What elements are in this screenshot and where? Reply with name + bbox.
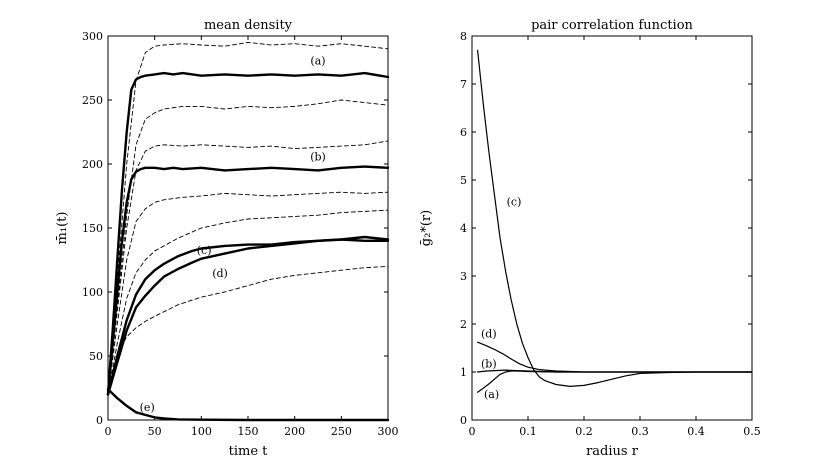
series-line-a-upper-band xyxy=(107,41,389,395)
y-tick-label: 100 xyxy=(82,286,103,299)
series-line-c xyxy=(477,49,753,387)
series-line-e xyxy=(106,388,390,422)
series-line-a xyxy=(477,370,753,393)
mean-density-chart: 0 50 100 150 200 250 300 0 50 100 150 200 250 300 mean… xyxy=(55,18,399,459)
y-tick-label: 5 xyxy=(460,174,467,187)
x-tick-label: 0.3 xyxy=(631,425,649,438)
series-line-b-lower-band xyxy=(107,191,389,395)
x-tick-label: 0.1 xyxy=(519,425,537,438)
pair-correlation-chart: 0 0.1 0.2 0.3 0.4 0.5 0 1 2 3 4 5 6 7 8 pair correlatio… xyxy=(419,18,761,459)
y-axis-label: ḡ₂*(r) xyxy=(419,210,434,246)
y-tick-label: 7 xyxy=(460,78,467,91)
y-tick-label: 50 xyxy=(89,350,103,363)
plot-frame xyxy=(107,35,389,421)
series-annotation: (c) xyxy=(197,244,212,257)
x-tick-label: 150 xyxy=(238,425,259,438)
x-tick-label: 0.2 xyxy=(575,425,593,438)
x-tick-label: 0.4 xyxy=(687,425,705,438)
series-annotation: (c) xyxy=(507,196,522,209)
series-annotation: (a) xyxy=(484,388,499,401)
series-line-d xyxy=(477,341,753,373)
series-annotation: (b) xyxy=(481,357,497,370)
series-line-c-band xyxy=(107,209,389,395)
series-line-a-lower-band xyxy=(107,99,389,395)
series-line-a xyxy=(106,71,390,396)
x-tick-label: 0 xyxy=(469,425,476,438)
series-annotation: (e) xyxy=(140,401,155,414)
x-tick-label: 50 xyxy=(148,425,162,438)
x-axis-label: radius r xyxy=(586,444,639,459)
x-tick-label: 0 xyxy=(105,425,112,438)
x-tick-label: 100 xyxy=(191,425,212,438)
series-line-b xyxy=(106,165,390,396)
y-tick-label: 0 xyxy=(96,414,103,427)
y-tick-label: 150 xyxy=(82,222,103,235)
series-line-b-upper-band xyxy=(107,140,389,395)
chart-title: pair correlation function xyxy=(531,18,693,33)
chart-title: mean density xyxy=(204,18,293,33)
y-tick-label: 250 xyxy=(82,94,103,107)
series-annotation: (d) xyxy=(212,267,228,280)
y-tick-label: 2 xyxy=(460,318,467,331)
x-tick-label: 0.5 xyxy=(743,425,761,438)
y-tick-label: 3 xyxy=(460,270,467,283)
plot-frame xyxy=(471,35,753,421)
y-axis-label: m̄₁(t) xyxy=(55,212,70,245)
y-tick-label: 1 xyxy=(460,366,467,379)
series-annotation: (d) xyxy=(481,328,497,341)
y-tick-label: 0 xyxy=(460,414,467,427)
x-tick-label: 200 xyxy=(284,425,305,438)
series-annotation: (b) xyxy=(310,150,326,163)
y-tick-label: 6 xyxy=(460,126,467,139)
x-axis-label: time t xyxy=(229,444,269,459)
x-tick-label: 300 xyxy=(378,425,399,438)
y-tick-label: 4 xyxy=(460,222,467,235)
series-line-d-band xyxy=(107,265,389,395)
y-tick-label: 200 xyxy=(82,158,103,171)
x-tick-label: 250 xyxy=(331,425,352,438)
series-annotation: (a) xyxy=(310,54,325,67)
y-tick-label: 300 xyxy=(82,30,103,43)
y-tick-label: 8 xyxy=(460,30,467,43)
series-line-c xyxy=(106,238,390,396)
series-line-d xyxy=(106,235,390,396)
